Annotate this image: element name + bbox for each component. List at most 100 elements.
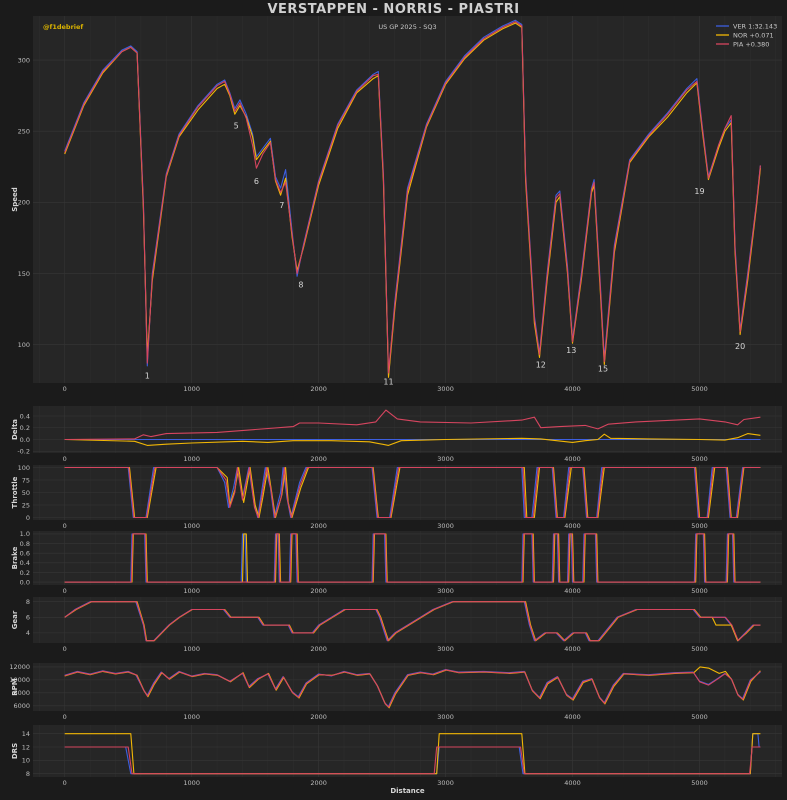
watermark: @f1debrief: [43, 23, 83, 31]
y-tick-label: 12000: [9, 663, 30, 671]
y-tick-label: 50: [22, 489, 30, 497]
x-tick-label: 2000: [310, 385, 327, 393]
x-tick-label: 2000: [310, 455, 327, 463]
y-tick-label: 0: [26, 514, 30, 522]
x-tick-label: 1000: [183, 522, 200, 530]
corner-label: 13: [566, 346, 576, 355]
x-tick-label: 4000: [564, 455, 581, 463]
y-tick-label: 200: [18, 199, 30, 207]
legend-entry-pia: PIA +0.380: [733, 41, 769, 49]
x-tick-label: 2000: [310, 779, 327, 787]
x-tick-label: 5000: [691, 522, 708, 530]
series-line-ver: [64, 19, 761, 377]
x-tick-label: 5000: [691, 645, 708, 653]
y-tick-label: 0.4: [20, 412, 30, 420]
legend-entry-nor: NOR +0.071: [733, 32, 774, 40]
x-tick-label: 3000: [437, 385, 454, 393]
series-line-pia: [64, 466, 761, 519]
series-line-pia: [64, 533, 761, 583]
x-axis-label: Distance: [390, 787, 425, 795]
x-tick-label: 4000: [564, 385, 581, 393]
x-tick-label: 3000: [437, 587, 454, 595]
x-tick-label: 3000: [437, 645, 454, 653]
y-tick-label: 100: [18, 341, 30, 349]
corner-label: 11: [383, 377, 393, 386]
y-tick-label: 0.4: [20, 559, 30, 567]
x-tick-label: 3000: [437, 455, 454, 463]
y-axis-label: RPM: [11, 678, 19, 696]
y-tick-label: 0.6: [20, 549, 30, 557]
x-tick-label: 2000: [310, 645, 327, 653]
x-tick-label: 0: [63, 779, 67, 787]
y-tick-label: 6: [26, 614, 30, 622]
corner-label: 19: [694, 187, 704, 196]
x-tick-label: 4000: [564, 779, 581, 787]
series-line-pia: [64, 669, 761, 708]
x-tick-label: 1000: [183, 455, 200, 463]
y-tick-label: 1.0: [20, 530, 30, 538]
x-tick-label: 5000: [691, 587, 708, 595]
series-line-ver: [64, 733, 761, 775]
chart-title: VERSTAPPEN - NORRIS - PIASTRI: [267, 2, 520, 17]
y-tick-label: 8: [26, 770, 30, 778]
series-line-nor: [64, 433, 761, 446]
panel-background: [33, 406, 782, 453]
y-tick-label: 0.8: [20, 540, 30, 548]
legend-entry-ver: VER 1:32.143: [733, 23, 777, 31]
series-line-pia: [64, 601, 761, 642]
y-tick-label: 150: [18, 270, 30, 278]
y-tick-label: 25: [22, 501, 30, 509]
x-tick-label: 4000: [564, 645, 581, 653]
x-tick-label: 3000: [437, 779, 454, 787]
y-axis-label: Brake: [11, 546, 19, 569]
x-tick-label: 1000: [183, 587, 200, 595]
panel-background: [33, 531, 782, 585]
x-tick-label: 3000: [437, 713, 454, 721]
corner-label: 6: [254, 177, 259, 186]
x-tick-label: 0: [63, 522, 67, 530]
corner-label: 15: [598, 365, 608, 374]
y-tick-label: 100: [18, 464, 30, 472]
y-tick-label: 0.0: [20, 436, 30, 444]
x-tick-label: 1000: [183, 713, 200, 721]
corner-label: 8: [298, 281, 303, 290]
y-tick-label: 12: [22, 743, 30, 751]
y-tick-label: -0.2: [17, 448, 30, 456]
y-tick-label: 0.0: [20, 578, 30, 586]
y-axis-label: Delta: [11, 419, 19, 440]
y-tick-label: 8000: [13, 689, 30, 697]
x-tick-label: 1000: [183, 645, 200, 653]
y-tick-label: 300: [18, 56, 30, 64]
corner-label: 5: [234, 121, 239, 130]
corner-label: 7: [279, 201, 284, 210]
x-tick-label: 3000: [437, 522, 454, 530]
x-tick-label: 4000: [564, 587, 581, 595]
series-line-pia: [64, 746, 761, 775]
y-tick-label: 0.2: [20, 424, 30, 432]
x-tick-label: 4000: [564, 713, 581, 721]
corner-label: 20: [735, 342, 745, 351]
y-tick-label: 0.2: [20, 569, 30, 577]
y-tick-label: 6000: [13, 702, 30, 710]
x-tick-label: 2000: [310, 587, 327, 595]
corner-label: 1: [145, 372, 150, 381]
series-line-pia: [64, 21, 761, 374]
x-tick-label: 4000: [564, 522, 581, 530]
x-tick-label: 2000: [310, 713, 327, 721]
y-tick-label: 250: [18, 128, 30, 136]
y-tick-label: 10000: [9, 676, 30, 684]
y-axis-label: Gear: [11, 610, 19, 629]
x-tick-label: 0: [63, 455, 67, 463]
corner-label: 12: [536, 360, 546, 369]
x-tick-label: 0: [63, 385, 67, 393]
y-tick-label: 8: [26, 598, 30, 606]
y-tick-label: 14: [22, 730, 30, 738]
x-tick-label: 2000: [310, 522, 327, 530]
y-axis-label: DRS: [11, 743, 19, 759]
y-axis-label: Speed: [11, 187, 19, 212]
series-line-pia: [64, 409, 761, 441]
y-tick-label: 75: [22, 476, 30, 484]
x-tick-label: 5000: [691, 779, 708, 787]
x-tick-label: 0: [63, 645, 67, 653]
